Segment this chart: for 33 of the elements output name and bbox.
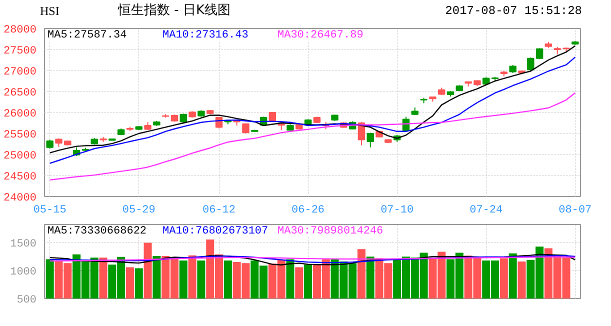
line-series xyxy=(49,45,576,154)
x-tick-label: 07-24 xyxy=(470,204,504,216)
y-tick-label: 25000 xyxy=(3,150,37,162)
text: HSI xyxy=(40,3,60,20)
x-tick-label: 05-29 xyxy=(122,204,156,216)
y-tick-label: 24000 xyxy=(3,192,37,204)
text: MA30:26467.89 xyxy=(278,30,364,42)
x-tick-label: 07-10 xyxy=(380,204,414,216)
y-tick-label: 1500 xyxy=(10,238,36,250)
text: MA5:27587.34 xyxy=(48,30,128,42)
x-tick-label: 06-12 xyxy=(202,204,236,216)
y-tick-label: 27000 xyxy=(3,66,37,78)
text: MA10:27316.43 xyxy=(162,30,248,42)
x-tick-label: 05-15 xyxy=(33,204,66,216)
line-series xyxy=(49,92,576,181)
series-label: MA5:73330668622 xyxy=(48,226,147,238)
candlestick xyxy=(366,132,374,148)
candlestick xyxy=(527,56,534,71)
y-tick-label: 25500 xyxy=(3,130,37,142)
x-tick-label: 08-07 xyxy=(558,204,592,216)
y-tick-label: 1000 xyxy=(10,266,36,278)
series-label: MA10:76802673107 xyxy=(162,226,268,238)
y-tick-label: 27500 xyxy=(3,46,37,58)
chart-title: 恒生指数 - 日K线图 xyxy=(118,2,230,20)
y-tick-label: 24500 xyxy=(3,172,37,184)
text: 2017-08-07 15:51:28 xyxy=(445,3,582,20)
y-tick-label: 500 xyxy=(16,294,37,306)
y-tick-label: 26000 xyxy=(3,108,37,120)
y-tick-label: 28000 xyxy=(3,24,37,36)
series-label: MA30:79898014246 xyxy=(278,226,384,238)
line-series xyxy=(49,56,576,164)
y-tick-label: 26500 xyxy=(3,88,37,100)
x-tick-label: 06-26 xyxy=(292,204,325,216)
